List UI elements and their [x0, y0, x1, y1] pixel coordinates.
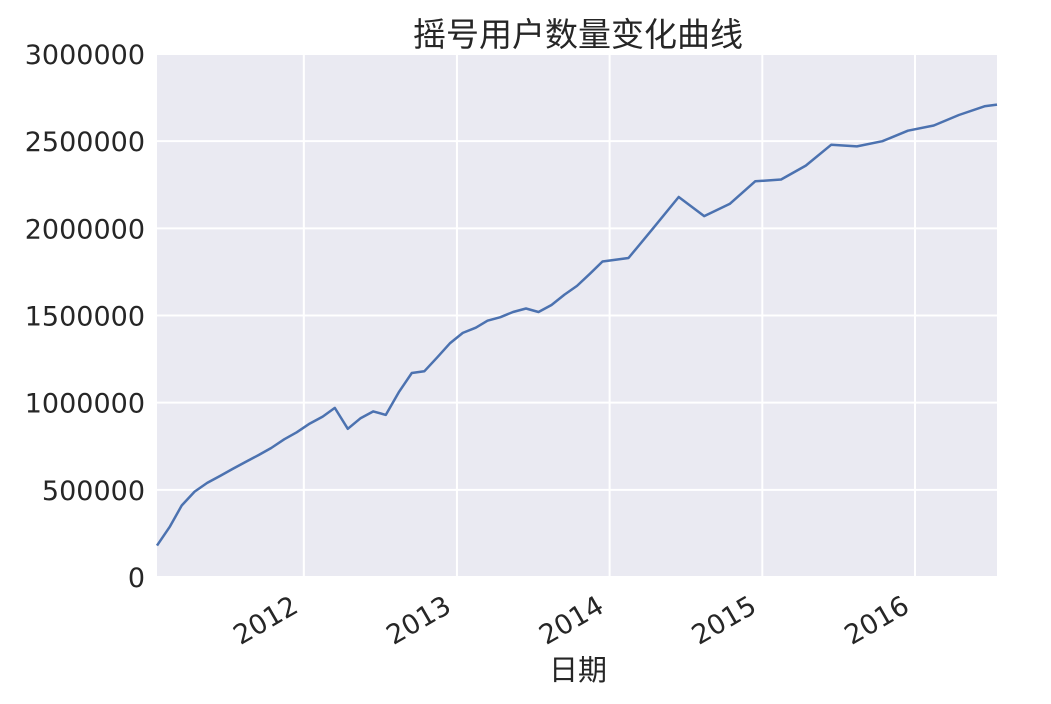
grid-lines	[157, 53, 997, 578]
y-tick-label: 2500000	[25, 127, 145, 158]
x-tick-label: 2012	[228, 590, 303, 651]
y-tick-label: 0	[128, 563, 145, 594]
y-tick-label: 1000000	[25, 389, 145, 420]
y-tick-label: 500000	[42, 476, 145, 507]
x-tick-label: 2013	[381, 590, 456, 651]
y-axis-ticks: 0 500000 1000000 1500000 2000000 2500000 30000…	[25, 40, 145, 594]
y-tick-label: 1500000	[25, 302, 145, 333]
y-tick-label: 2000000	[25, 214, 145, 245]
series-line	[155, 103, 998, 547]
x-tick-label: 2014	[534, 590, 609, 651]
x-tick-label: 2016	[839, 590, 914, 651]
x-axis-label: 日期	[549, 653, 607, 687]
x-tick-label: 2015	[687, 590, 762, 651]
y-tick-label: 3000000	[25, 40, 145, 71]
chart-title: 摇号用户数量变化曲线	[413, 15, 743, 54]
x-axis-ticks: 2012 2013 2014 2015 2016	[228, 590, 914, 651]
